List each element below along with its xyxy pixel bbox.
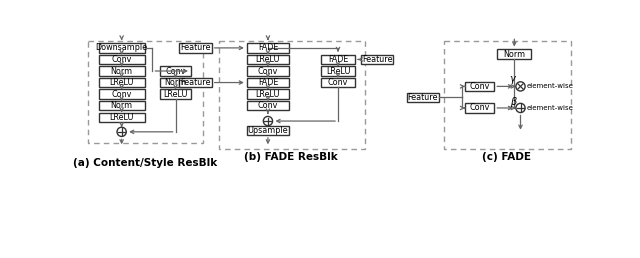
Circle shape xyxy=(516,82,525,91)
Text: Conv: Conv xyxy=(258,67,278,76)
Text: Norm: Norm xyxy=(111,101,132,110)
Text: (c) FADE: (c) FADE xyxy=(482,152,531,162)
Text: FADE: FADE xyxy=(258,78,278,87)
FancyBboxPatch shape xyxy=(99,55,145,64)
FancyBboxPatch shape xyxy=(160,90,191,99)
Text: Conv: Conv xyxy=(258,101,278,110)
FancyBboxPatch shape xyxy=(321,78,355,87)
Circle shape xyxy=(516,103,525,112)
FancyBboxPatch shape xyxy=(247,66,289,76)
FancyBboxPatch shape xyxy=(465,82,494,91)
Text: Upsample: Upsample xyxy=(248,126,288,135)
Text: FADE: FADE xyxy=(258,43,278,52)
Text: $\beta$: $\beta$ xyxy=(509,95,518,109)
Text: Conv: Conv xyxy=(470,82,490,91)
FancyBboxPatch shape xyxy=(321,55,355,64)
FancyBboxPatch shape xyxy=(99,101,145,110)
Text: Conv: Conv xyxy=(470,103,490,112)
Text: element-wise: element-wise xyxy=(527,105,573,111)
Text: Conv: Conv xyxy=(111,55,132,64)
FancyBboxPatch shape xyxy=(406,93,439,102)
Text: LReLU: LReLU xyxy=(256,55,280,64)
FancyBboxPatch shape xyxy=(99,90,145,99)
FancyBboxPatch shape xyxy=(247,43,289,53)
Text: LReLU: LReLU xyxy=(256,90,280,99)
FancyBboxPatch shape xyxy=(247,55,289,64)
FancyBboxPatch shape xyxy=(321,66,355,76)
Text: Downsample: Downsample xyxy=(95,43,148,52)
FancyBboxPatch shape xyxy=(247,78,289,87)
FancyBboxPatch shape xyxy=(465,103,494,112)
FancyBboxPatch shape xyxy=(99,43,145,53)
Text: LReLU: LReLU xyxy=(326,67,350,76)
Text: Conv: Conv xyxy=(111,90,132,99)
FancyBboxPatch shape xyxy=(99,112,145,122)
Text: Norm: Norm xyxy=(111,67,132,76)
Text: $\gamma$: $\gamma$ xyxy=(509,74,518,86)
Text: Feature: Feature xyxy=(180,43,211,52)
Text: FADE: FADE xyxy=(328,55,348,64)
Circle shape xyxy=(263,116,273,126)
Text: element-wise: element-wise xyxy=(527,83,573,90)
Text: LReLU: LReLU xyxy=(109,78,134,87)
Text: Conv: Conv xyxy=(328,78,348,87)
FancyBboxPatch shape xyxy=(179,78,212,87)
FancyBboxPatch shape xyxy=(247,126,289,135)
Text: Feature: Feature xyxy=(362,55,392,64)
Text: (b) FADE ResBlk: (b) FADE ResBlk xyxy=(244,152,338,162)
FancyBboxPatch shape xyxy=(160,78,191,87)
Text: Feature: Feature xyxy=(408,93,438,102)
Text: LReLU: LReLU xyxy=(109,113,134,122)
Text: (a) Content/Style ResBlk: (a) Content/Style ResBlk xyxy=(74,158,218,168)
FancyBboxPatch shape xyxy=(99,78,145,87)
Circle shape xyxy=(117,127,126,136)
FancyBboxPatch shape xyxy=(160,66,191,76)
FancyBboxPatch shape xyxy=(179,43,212,53)
Text: LReLU: LReLU xyxy=(163,90,188,99)
FancyBboxPatch shape xyxy=(247,101,289,110)
FancyBboxPatch shape xyxy=(99,66,145,76)
Text: Feature: Feature xyxy=(180,78,211,87)
FancyBboxPatch shape xyxy=(361,55,394,64)
Text: Norm: Norm xyxy=(164,78,187,87)
FancyBboxPatch shape xyxy=(247,90,289,99)
Text: Norm: Norm xyxy=(503,50,525,59)
Text: Conv: Conv xyxy=(165,67,186,76)
FancyBboxPatch shape xyxy=(497,50,531,59)
